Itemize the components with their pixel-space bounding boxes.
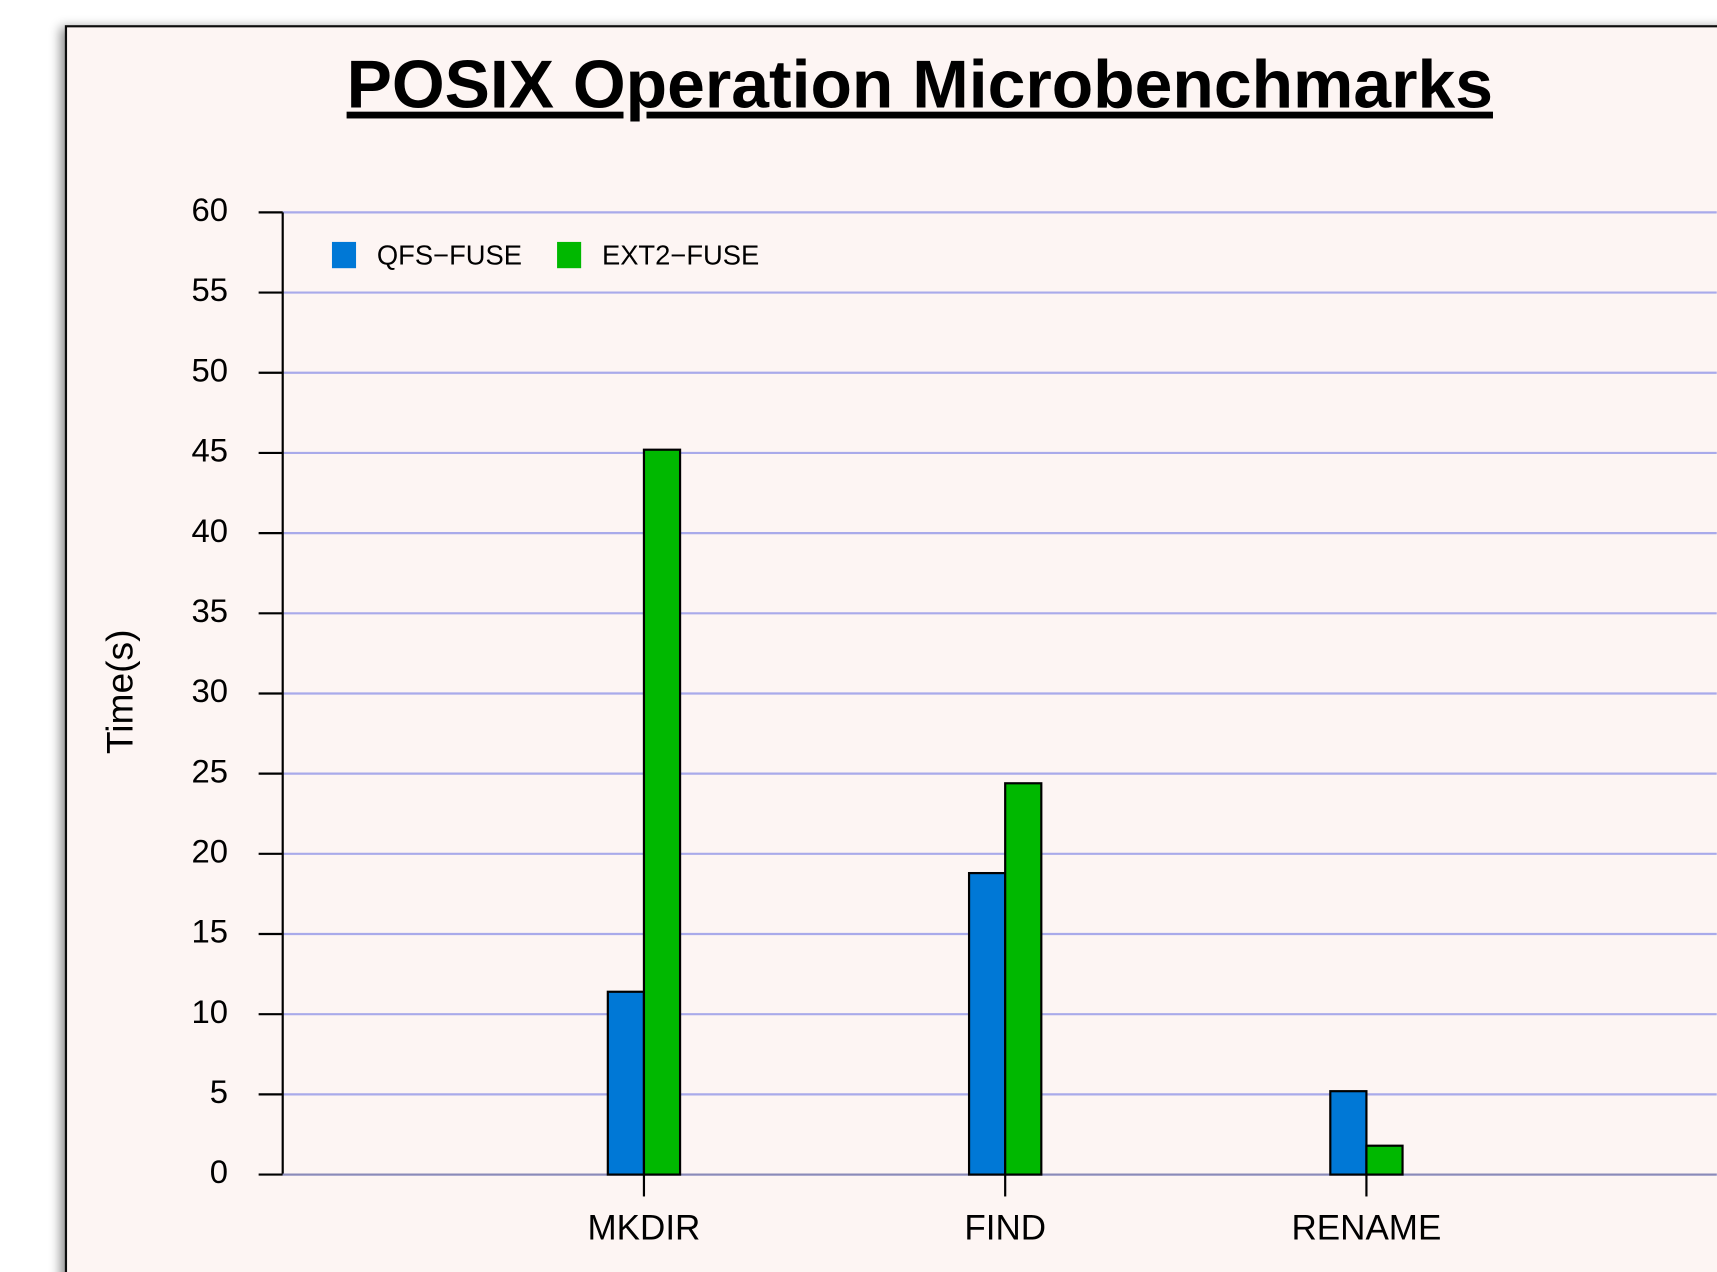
- y-tick-label: 0: [210, 1153, 228, 1190]
- y-tick-label: 5: [210, 1073, 228, 1110]
- y-tick-label: 15: [191, 913, 228, 950]
- x-tick-label: MKDIR: [588, 1209, 701, 1248]
- bar: [1365, 1144, 1404, 1176]
- bar: [606, 990, 646, 1176]
- panel: [64, 25, 1717, 1272]
- y-tick-label: 40: [191, 512, 228, 549]
- chart-title: POSIX Operation Microbenchmarks: [347, 48, 1493, 123]
- legend-swatch: [557, 241, 582, 269]
- y-tick-label: 25: [191, 752, 228, 789]
- bar: [1004, 782, 1043, 1176]
- y-tick-label: 50: [191, 351, 228, 388]
- y-tick-label: 10: [191, 993, 228, 1030]
- y-tick-label: 60: [191, 191, 228, 228]
- legend-swatch: [331, 241, 357, 269]
- y-tick-label: 45: [191, 432, 228, 469]
- y-tick-label: 20: [191, 833, 228, 870]
- y-tick-label: 55: [191, 271, 228, 308]
- x-tick-label: FIND: [964, 1209, 1046, 1248]
- bar: [642, 448, 682, 1176]
- y-axis-label: Time(s): [99, 629, 141, 754]
- bar: [1329, 1090, 1368, 1176]
- x-tick-label: RENAME: [1292, 1209, 1442, 1248]
- legend-label: QFS−FUSE: [377, 239, 522, 270]
- bar: [967, 871, 1007, 1176]
- legend-label: EXT2−FUSE: [602, 239, 759, 270]
- y-tick-label: 35: [191, 592, 228, 629]
- y-tick-label: 30: [191, 672, 228, 709]
